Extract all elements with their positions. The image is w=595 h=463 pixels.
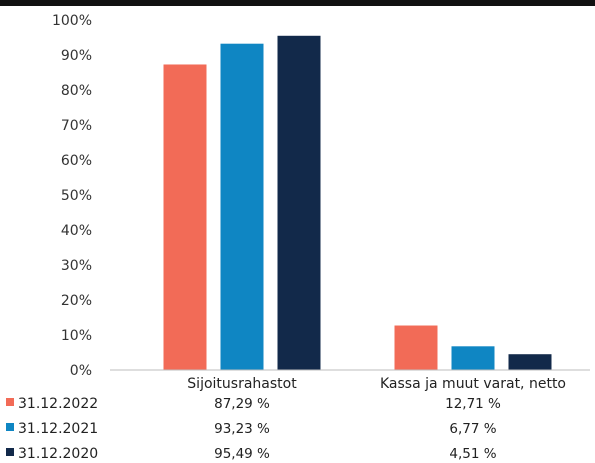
data-table-cell: 87,29 % [214, 396, 270, 412]
bar-kassa-31-12-2021 [451, 346, 495, 370]
y-tick-label: 100% [52, 13, 92, 29]
bar-sijoitusrahastot-31-12-2021 [220, 43, 264, 370]
y-tick-label: 70% [61, 118, 92, 134]
y-tick-label: 20% [61, 293, 92, 309]
bar-kassa-31-12-2022 [394, 325, 438, 370]
x-axis: Sijoitusrahastot Kassa ja muut varat, net… [110, 369, 590, 392]
y-tick-label: 50% [61, 188, 92, 204]
y-axis: 0% 10% 20% 30% 40% 50% 60% 70% 80% 90% 100% [52, 13, 92, 379]
bar-sijoitusrahastot-31-12-2020 [277, 35, 321, 370]
legend-label: 31.12.2020 [18, 446, 98, 462]
data-table-cell: 6,77 % [449, 421, 496, 437]
data-table-cell: 95,49 % [214, 446, 270, 462]
legend-swatch [6, 448, 14, 456]
y-tick-label: 30% [61, 258, 92, 274]
bar-kassa-31-12-2020 [508, 354, 552, 370]
y-tick-label: 60% [61, 153, 92, 169]
bar-sijoitusrahastot-31-12-2022 [163, 64, 207, 371]
y-tick-label: 40% [61, 223, 92, 239]
legend-swatch [6, 398, 14, 406]
data-table-cell: 4,51 % [449, 446, 496, 462]
legend-swatch [6, 423, 14, 431]
y-tick-label: 10% [61, 328, 92, 344]
x-category-label: Kassa ja muut varat, netto [380, 376, 566, 392]
data-table-cell: 12,71 % [445, 396, 501, 412]
bars-group [163, 35, 552, 371]
data-table: 31.12.2022 87,29 % 12,71 % 31.12.2021 93,23 … [6, 396, 501, 462]
legend-label: 31.12.2021 [18, 421, 98, 437]
y-tick-label: 90% [61, 48, 92, 64]
top-rule [0, 0, 595, 6]
x-category-label: Sijoitusrahastot [187, 376, 297, 392]
legend-label: 31.12.2022 [18, 396, 98, 412]
data-table-cell: 93,23 % [214, 421, 270, 437]
y-tick-label: 80% [61, 83, 92, 99]
y-tick-label: 0% [70, 363, 92, 379]
